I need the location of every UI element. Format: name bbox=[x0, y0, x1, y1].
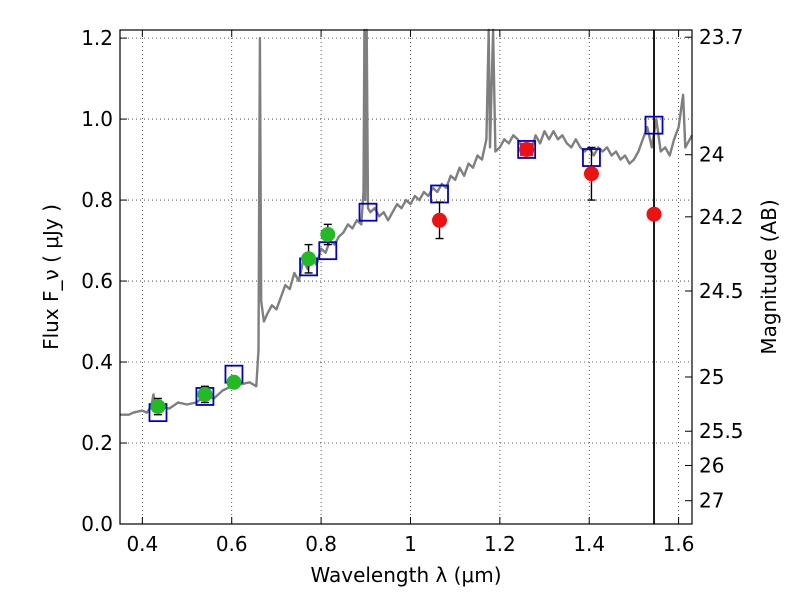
x-tick-label: 1.6 bbox=[663, 532, 695, 556]
observed-point-green bbox=[197, 386, 213, 402]
observed-point-red bbox=[432, 212, 448, 228]
observed-point-red bbox=[646, 206, 662, 222]
observed-point-green bbox=[226, 374, 242, 390]
x-tick-label: 1.2 bbox=[484, 532, 516, 556]
spectrum-layer bbox=[120, 28, 694, 416]
observed-points-layer bbox=[150, 141, 662, 415]
model-photometry-layer bbox=[148, 115, 664, 423]
y-axis-right-label: Magnitude (AB) bbox=[757, 199, 781, 354]
y-tick-label: 0.8 bbox=[81, 188, 113, 212]
mag-tick-label: 24 bbox=[699, 143, 724, 167]
spectrum-line bbox=[120, 28, 694, 416]
grid bbox=[120, 30, 692, 525]
mag-tick-label: 25 bbox=[699, 365, 724, 389]
y-tick-label: 0.0 bbox=[81, 512, 113, 536]
mag-tick-label: 27 bbox=[699, 489, 724, 513]
tick-labels: 0.4 0.6 0.8 1 1.2 1.4 1.6 0.0 0.2 0.4 0.6 0.8 1.0 1.2… bbox=[81, 25, 743, 556]
x-tick-label: 0.8 bbox=[305, 532, 337, 556]
mag-tick-label: 24.2 bbox=[699, 205, 744, 229]
y-tick-label: 0.6 bbox=[81, 269, 113, 293]
x-tick-label: 0.4 bbox=[126, 532, 158, 556]
y-tick-label: 1.0 bbox=[81, 107, 113, 131]
y-tick-label: 0.4 bbox=[81, 350, 113, 374]
x-tick-label: 1.4 bbox=[573, 532, 605, 556]
y-axis-label: Flux F_ν ( μJy ) bbox=[39, 204, 63, 350]
x-tick-label: 0.6 bbox=[216, 532, 248, 556]
x-axis-label: Wavelength λ (μm) bbox=[310, 563, 501, 587]
mag-tick-label: 24.5 bbox=[699, 279, 744, 303]
model-photometry-box bbox=[644, 115, 664, 135]
model-photometry-box bbox=[517, 140, 537, 159]
observed-point-red bbox=[583, 166, 599, 182]
plot-frame bbox=[119, 29, 693, 525]
model-photometry-box bbox=[358, 202, 378, 222]
y-tick-label: 1.2 bbox=[81, 26, 113, 50]
x-tick-label: 1 bbox=[404, 532, 417, 556]
y-tick-label: 0.2 bbox=[81, 431, 113, 455]
mag-tick-label: 26 bbox=[699, 453, 724, 477]
mag-tick-label: 25.5 bbox=[699, 419, 744, 443]
axis-ticks bbox=[120, 30, 692, 525]
observed-point-green bbox=[150, 399, 166, 415]
mag-tick-label: 23.7 bbox=[699, 25, 744, 49]
observed-point-red bbox=[519, 141, 535, 157]
observed-point-green bbox=[320, 226, 336, 242]
observed-point-green bbox=[301, 251, 317, 267]
